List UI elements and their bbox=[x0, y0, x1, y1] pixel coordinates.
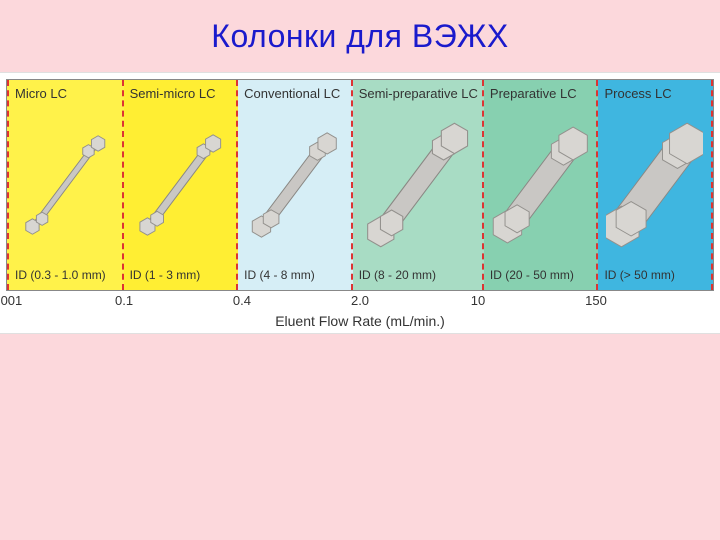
panel-label: Process LC bbox=[598, 80, 711, 101]
panel-id-range: ID (0.3 - 1.0 mm) bbox=[9, 268, 122, 290]
tick: 150 bbox=[585, 293, 607, 308]
column-icon bbox=[606, 120, 703, 250]
panel-id-range: ID (1 - 3 mm) bbox=[124, 268, 237, 290]
panel-5: Process LC ID (> 50 mm) bbox=[598, 80, 713, 290]
panel-2: Conventional LC ID (4 - 8 mm) bbox=[238, 80, 353, 290]
tick: 10 bbox=[471, 293, 485, 308]
tick: 0.001 bbox=[0, 293, 22, 308]
panel-4: Preparative LC ID (20 - 50 mm) bbox=[484, 80, 599, 290]
panel-id-range: ID (8 - 20 mm) bbox=[353, 268, 482, 290]
column-icon bbox=[492, 120, 589, 250]
panel-label: Semi-micro LC bbox=[124, 80, 237, 101]
column-classes-chart: Micro LC ID (0.3 - 1.0 mm) Semi-micro LC ID… bbox=[0, 72, 720, 334]
slide: Колонки для ВЭЖХ Micro LC ID (0.3 - 1.0 m… bbox=[0, 0, 720, 540]
tick: 0.4 bbox=[233, 293, 251, 308]
tick: 0.1 bbox=[115, 293, 133, 308]
panel-0: Micro LC ID (0.3 - 1.0 mm) bbox=[7, 80, 124, 290]
panel-id-range: ID (20 - 50 mm) bbox=[484, 268, 597, 290]
column-icon bbox=[17, 120, 114, 250]
tick: 2.0 bbox=[351, 293, 369, 308]
column-icon bbox=[361, 120, 474, 250]
panel-1: Semi-micro LC ID (1 - 3 mm) bbox=[124, 80, 239, 290]
panel-label: Preparative LC bbox=[484, 80, 597, 101]
panel-label: Conventional LC bbox=[238, 80, 351, 101]
panel-id-range: ID (4 - 8 mm) bbox=[238, 268, 351, 290]
panel-label: Micro LC bbox=[9, 80, 122, 101]
panel-3: Semi-preparative LC ID (8 - 20 mm) bbox=[353, 80, 484, 290]
column-icon bbox=[132, 120, 229, 250]
panel-row: Micro LC ID (0.3 - 1.0 mm) Semi-micro LC ID… bbox=[6, 79, 714, 291]
axis-ticks: 0.0010.10.42.010150 bbox=[6, 293, 714, 311]
axis-label: Eluent Flow Rate (mL/min.) bbox=[0, 313, 720, 329]
panel-label: Semi-preparative LC bbox=[353, 80, 482, 101]
page-title: Колонки для ВЭЖХ bbox=[0, 0, 720, 55]
column-icon bbox=[246, 120, 343, 250]
panel-id-range: ID (> 50 mm) bbox=[598, 268, 711, 290]
